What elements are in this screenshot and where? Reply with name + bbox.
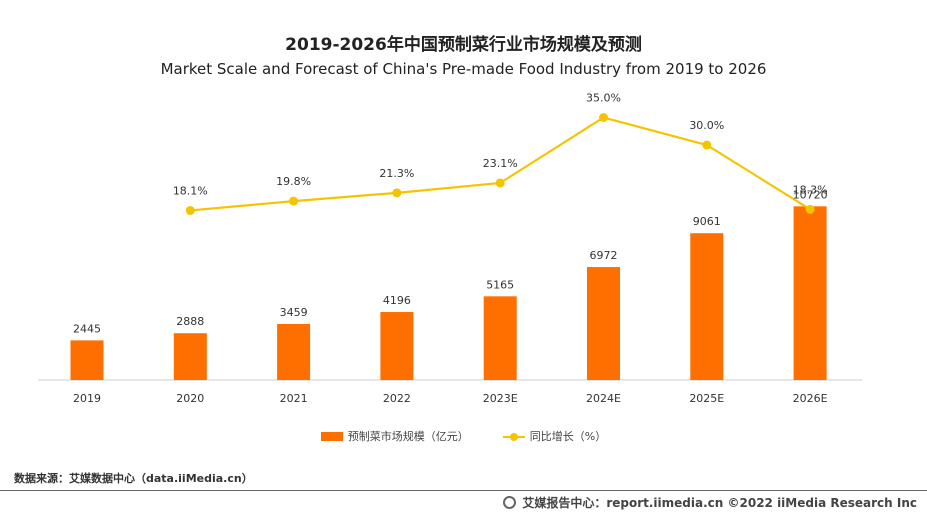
bar-value-label: 10720 <box>793 188 828 201</box>
x-tick-label: 2025E <box>689 392 724 405</box>
x-tick-label: 2023E <box>483 392 518 405</box>
bar <box>483 296 517 380</box>
growth-point <box>185 205 195 215</box>
growth-value-label: 21.3% <box>379 167 414 180</box>
growth-value-label: 23.1% <box>483 157 518 170</box>
chart-subtitle: Market Scale and Forecast of China's Pre… <box>160 60 767 78</box>
bar-value-label: 9061 <box>693 215 721 228</box>
x-tick-label: 2026E <box>793 392 828 405</box>
x-tick-label: 2022 <box>383 392 411 405</box>
bar <box>173 333 207 380</box>
growth-point <box>392 188 402 198</box>
footer: 艾媒报告中心：report.iimedia.cn ©2022 iiMedia R… <box>503 494 917 511</box>
bar <box>380 312 414 380</box>
bar <box>587 267 620 380</box>
footer-text: 艾媒报告中心：report.iimedia.cn ©2022 iiMedia R… <box>522 496 917 510</box>
growth-point <box>289 196 299 206</box>
x-tick-label: 2021 <box>280 392 308 405</box>
footer-divider <box>0 490 927 491</box>
bar <box>70 340 104 380</box>
growth-point <box>702 140 712 150</box>
bar-value-label: 2445 <box>73 322 101 335</box>
chart-title: 2019-2026年中国预制菜行业市场规模及预测 <box>285 35 642 55</box>
growth-value-label: 30.0% <box>689 119 724 132</box>
x-tick-label: 2020 <box>176 392 204 405</box>
legend-line-swatch <box>502 432 525 441</box>
iimedia-logo-icon <box>503 496 517 509</box>
chart-area: 2445 2019 2888 2020 3459 2021 4196 2022 5165 2023… <box>38 92 862 405</box>
bar-value-label: 4196 <box>383 294 411 307</box>
bar-value-label: 2888 <box>176 315 204 328</box>
bar <box>793 206 827 380</box>
bar-value-label: 6972 <box>590 249 618 262</box>
growth-point <box>599 113 608 122</box>
legend-item-bar: 预制菜市场规模（亿元） <box>320 428 469 444</box>
data-source: 数据来源：艾媒数据中心（data.iiMedia.cn） <box>14 472 253 485</box>
legend-item-line: 同比增长（%） <box>502 428 607 444</box>
bar-value-label: 5165 <box>486 278 514 291</box>
growth-point <box>805 204 815 214</box>
bar <box>277 323 311 380</box>
growth-value-label: 19.8% <box>276 175 311 188</box>
legend-bar-swatch <box>320 431 343 441</box>
bar <box>690 233 724 380</box>
growth-value-label: 18.3% <box>793 183 828 196</box>
x-tick-label: 2024E <box>586 392 621 405</box>
growth-point <box>495 178 505 188</box>
legend-bar-label: 预制菜市场规模（亿元） <box>347 430 469 443</box>
x-tick-label: 2019 <box>73 392 101 405</box>
legend-line-label: 同比增长（%） <box>529 430 607 443</box>
legend: 预制菜市场规模（亿元） 同比增长（%） <box>0 428 927 444</box>
bar-value-label: 3459 <box>280 306 308 319</box>
growth-value-label: 35.0% <box>586 92 621 105</box>
growth-value-label: 18.1% <box>173 184 208 197</box>
